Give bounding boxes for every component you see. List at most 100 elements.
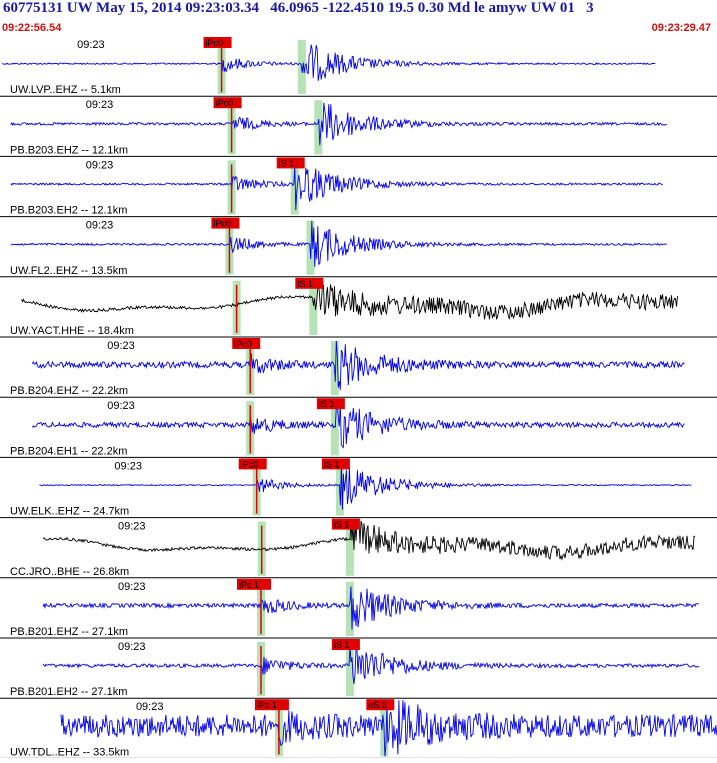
- s-pick-label: iS 1: [324, 459, 340, 469]
- trace-row: iS 1 09:23 PB.B201.EH2 -- 27.1km: [0, 639, 717, 699]
- waveform: [31, 340, 685, 390]
- waveform: [10, 102, 667, 146]
- event-header: 60775131 UW May 15, 2014 09:23:03.34 46.…: [0, 0, 717, 36]
- s-pick-label: iS 1: [334, 640, 350, 650]
- station-label: PB.B204.EHZ -- 22.2km: [10, 385, 128, 397]
- time-tick-label: 09:23: [136, 701, 164, 713]
- station-label: PB.B201.EH2 -- 27.1km: [10, 686, 127, 698]
- time-tick-label: 09:23: [118, 641, 146, 653]
- station-label: CC.JRO..BHE -- 26.8km: [10, 566, 129, 578]
- window-end-time: 09:23:29.47: [651, 22, 711, 34]
- p-pick-label: iPc0: [234, 339, 252, 349]
- window-start-time: 09:22:56.54: [2, 22, 62, 34]
- trace-row: iPc0 09:23 UW.FL2..EHZ -- 13.5km: [0, 217, 717, 278]
- time-tick-label: 09:23: [86, 159, 114, 171]
- station-label: PB.B203.EHZ -- 12.1km: [10, 144, 128, 156]
- p-pick: iPc0: [211, 217, 240, 229]
- waveform: [10, 166, 663, 211]
- p-pick-box: [238, 458, 267, 470]
- trace-row: iPc0 09:23 PB.B204.EHZ -- 22.2km: [0, 338, 717, 398]
- waveform: [42, 520, 696, 561]
- p-pick-label: iPc0: [216, 98, 234, 108]
- s-pick-label: iS 1: [279, 158, 295, 168]
- station-label: PB.B201.EHZ -- 27.1km: [10, 626, 128, 638]
- waveform: [60, 700, 717, 757]
- waveform: [31, 402, 685, 449]
- trace-row: iPc 1 09:23 PB.B201.EHZ -- 27.1km: [0, 578, 717, 639]
- p-pick-box: [211, 217, 240, 229]
- waveform: [42, 586, 700, 630]
- waveform: [10, 220, 668, 267]
- s-pick: iS 1: [295, 277, 324, 289]
- s-pick-label: iS 1: [334, 520, 350, 530]
- s-pick: iS 1: [331, 518, 360, 530]
- waveform: [39, 461, 692, 510]
- p-pick-label: iPc0: [241, 459, 259, 469]
- waveform: [21, 280, 678, 320]
- station-label: UW.FL2..EHZ -- 13.5km: [10, 265, 127, 277]
- s-pick: eS 2: [366, 699, 395, 711]
- s-pick-box: [366, 699, 395, 711]
- s-pick: iS 1: [276, 157, 305, 169]
- station-label: PB.B204.EH1 -- 22.2km: [10, 445, 127, 457]
- time-tick-label: 09:23: [114, 460, 142, 472]
- p-pick: iPc 1: [254, 699, 289, 711]
- p-pick: iPc0: [203, 37, 232, 48]
- p-pick-label: iPc0: [206, 38, 224, 48]
- station-label: UW.YACT.HHE -- 18.4km: [10, 325, 134, 337]
- station-label: UW.LVP..EHZ -- 5.1km: [10, 84, 121, 96]
- time-tick-label: 09:23: [86, 99, 114, 111]
- station-label: UW.TDL..EHZ -- 33.5km: [10, 746, 129, 758]
- s-pick-label: iS 1: [297, 279, 313, 289]
- s-pick-box: [316, 398, 345, 410]
- s-pick-box: [276, 157, 305, 169]
- s-pick: iS 1: [316, 398, 345, 410]
- p-pick-box: [213, 97, 242, 109]
- s-pick-box: [331, 639, 360, 650]
- station-label: UW.ELK..EHZ -- 24.7km: [10, 506, 129, 518]
- s-pick: iS 1: [321, 458, 350, 470]
- trace-row: iS 1 UW.YACT.HHE -- 18.4km: [0, 277, 717, 338]
- trace-row: iS 1 09:23 CC.JRO..BHE -- 26.8km: [0, 518, 717, 579]
- p-pick-box: [236, 578, 271, 590]
- seismogram-stack: iPc0 09:23 UW.LVP..EHZ -- 5.1km iPc0 09:23 PB…: [0, 37, 717, 759]
- trace-row: iS 1 09:23 PB.B203.EH2 -- 12.1km: [0, 157, 717, 218]
- p-pick-label: iPc0: [213, 219, 231, 229]
- s-pick: iS 1: [331, 639, 360, 650]
- station-label: PB.B203.EH2 -- 12.1km: [10, 205, 127, 217]
- s-window-band: [345, 581, 354, 636]
- trace-row: iPc0 09:23 PB.B203.EHZ -- 12.1km: [0, 97, 717, 157]
- p-pick: iPc0: [213, 97, 242, 109]
- p-pick-box: [203, 37, 232, 48]
- trace-row: iPc0 iS 1 09:23 UW.ELK..EHZ -- 24.7km: [0, 458, 717, 519]
- s-window-band: [309, 280, 318, 335]
- time-tick-label: 09:23: [86, 220, 114, 232]
- time-tick-label: 09:23: [118, 581, 146, 593]
- s-window-band: [290, 160, 299, 215]
- s-window-band: [314, 100, 323, 155]
- s-window-band: [330, 401, 339, 456]
- waveform: [1, 44, 656, 81]
- s-pick-box: [295, 277, 324, 289]
- time-tick-label: 09:23: [107, 340, 135, 352]
- s-window-band: [306, 220, 315, 275]
- s-pick-label: eS 2: [368, 700, 387, 710]
- p-pick-box: [232, 338, 261, 349]
- s-window-band: [345, 642, 354, 697]
- p-pick-label: iPc 1: [257, 700, 277, 710]
- time-tick-label: 09:23: [77, 39, 105, 51]
- p-pick: iPc 1: [236, 578, 271, 590]
- event-title: 60775131 UW May 15, 2014 09:23:03.34 46.…: [3, 0, 594, 16]
- time-tick-label: 09:23: [107, 400, 135, 412]
- trace-panel: iPc0 09:23 UW.LVP..EHZ -- 5.1km iPc0 09:23 PB…: [0, 36, 717, 759]
- trace-row: iPc 1 eS 2 09:23 UW.TDL..EHZ -- 33.5km: [0, 699, 717, 759]
- s-pick-label: iS 1: [319, 399, 335, 409]
- p-pick-box: [254, 699, 289, 711]
- trace-row: iS 1 09:23 PB.B204.EH1 -- 22.2km: [0, 398, 717, 458]
- trace-row: iPc0 09:23 UW.LVP..EHZ -- 5.1km: [0, 37, 717, 97]
- s-window-band: [345, 521, 354, 576]
- s-pick-box: [331, 518, 360, 530]
- s-pick-box: [321, 458, 350, 470]
- p-pick: iPc0: [232, 338, 261, 349]
- p-pick-label: iPc 1: [239, 580, 259, 590]
